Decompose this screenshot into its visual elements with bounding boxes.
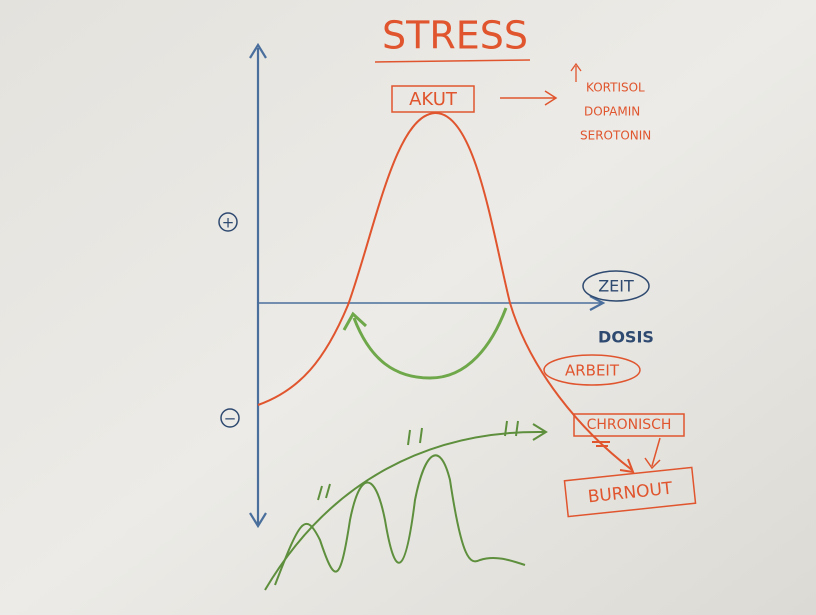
node-label: ARBEIT xyxy=(565,362,620,380)
minus-label: − xyxy=(224,410,237,428)
effect: DOPAMIN xyxy=(584,105,640,119)
effect: SEROTONIN xyxy=(580,129,651,143)
node-label: CHRONISCH xyxy=(587,417,672,433)
paper xyxy=(0,0,816,615)
zeit-label: ZEIT xyxy=(598,277,634,296)
dosis-label: DOSIS xyxy=(598,328,654,347)
whiteboard: STRESS AKUT KORTISOL DOPAMIN SEROTONIN +… xyxy=(0,0,816,615)
title: STRESS xyxy=(382,14,528,58)
akut-label: AKUT xyxy=(409,89,458,110)
effect: KORTISOL xyxy=(586,81,645,95)
plus-label: + xyxy=(222,214,235,232)
